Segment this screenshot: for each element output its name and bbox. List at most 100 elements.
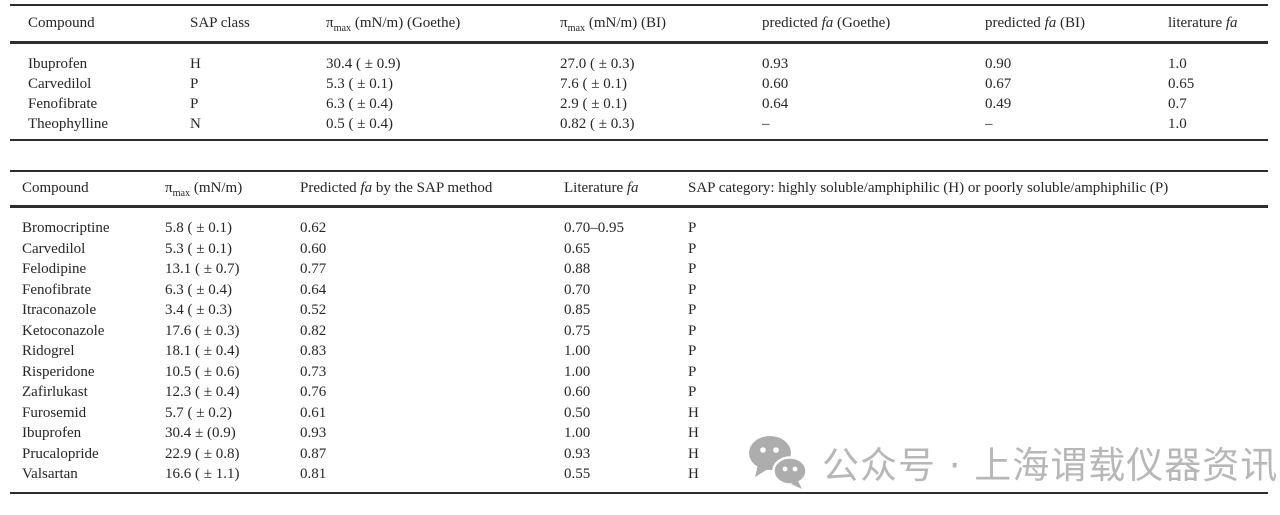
column-header: Compound (10, 6, 190, 44)
cell: 0.75 (564, 322, 591, 339)
cell: 0.87 (300, 445, 327, 462)
cell: N (190, 116, 201, 132)
cell: 7.6 ( ± 0.1) (560, 76, 627, 92)
cell: 1.00 (564, 425, 591, 441)
column-header: Predicted fa by the SAP method (300, 172, 564, 208)
cell: 10.5 ( ± 0.6) (165, 363, 240, 380)
cell: P (688, 302, 697, 318)
cell: 0.52 (300, 302, 327, 318)
cell: 1.0 (1168, 56, 1187, 72)
cell: 16.6 ( ± 1.1) (165, 466, 240, 482)
cell: 0.62 (300, 220, 327, 236)
cell: 0.81 (300, 466, 327, 482)
cell: – (762, 116, 770, 132)
cell: P (688, 363, 697, 380)
column-header: SAP category: highly soluble/amphiphilic… (688, 172, 1268, 208)
cell: 17.6 ( ± 0.3) (165, 322, 240, 339)
cell: Fenofibrate (22, 281, 92, 298)
cell: 5.8 ( ± 0.1) (165, 220, 232, 236)
sap-category-results-table: Compound πmax (mN/m) Predicted fa by the S… (10, 170, 1268, 494)
table-row: Theophylline N 0.5 ( ± 0.4) 0.82 ( ± 0.3) – –… (10, 114, 1268, 134)
cell: Carvedilol (22, 240, 86, 257)
column-header: πmax (mN/m) (Goethe) (326, 6, 560, 44)
cell: 3.4 ( ± 0.3) (165, 302, 232, 318)
cell: 0.50 (564, 404, 591, 421)
cell: 0.64 (762, 96, 789, 112)
cell: 0.93 (300, 425, 327, 441)
table-row: Fenofibrate 6.3 ( ± 0.4) 0.64 0.70 P (10, 280, 1268, 301)
cell: 0.93 (564, 445, 591, 462)
cell: 0.82 (300, 322, 327, 339)
cell: 27.0 ( ± 0.3) (560, 56, 635, 72)
cell: 5.7 ( ± 0.2) (165, 404, 232, 421)
cell: H (688, 404, 699, 421)
cell: Ibuprofen (22, 425, 82, 441)
cell: P (688, 220, 697, 236)
cell: H (688, 445, 699, 462)
cell: Ridogrel (22, 343, 75, 359)
cell: Carvedilol (28, 76, 92, 92)
cell: 0.65 (1168, 76, 1195, 92)
cell: 0.76 (300, 384, 327, 400)
cell: – (985, 116, 993, 132)
cell: P (190, 76, 199, 92)
table-row: Ibuprofen 30.4 ± (0.9) 0.93 1.00 H (10, 423, 1268, 444)
column-header: predicted fa (Goethe) (762, 6, 985, 44)
table-row: Prucalopride 22.9 ( ± 0.8) 0.87 0.93 H (10, 444, 1268, 465)
cell: P (190, 96, 199, 112)
cell: 1.00 (564, 343, 591, 359)
column-header: literature fa (1168, 6, 1268, 44)
cell: 0.90 (985, 56, 1012, 72)
column-header: predicted fa (BI) (985, 6, 1168, 44)
cell: P (688, 281, 697, 298)
header-row: Compound SAP class πmax (mN/m) (Goethe) πma… (10, 6, 1268, 44)
cell: 22.9 ( ± 0.8) (165, 445, 240, 462)
table-row: Bromocriptine 5.8 ( ± 0.1) 0.62 0.70–0.95 P (10, 207, 1268, 239)
cell: Ketoconazole (22, 322, 105, 339)
cell: 0.60 (300, 240, 327, 257)
cell: 0.67 (985, 76, 1012, 92)
cell: H (688, 425, 699, 441)
cell: P (688, 343, 697, 359)
cell: 0.7 (1168, 96, 1187, 112)
cell: 0.60 (762, 76, 789, 92)
cell: 18.1 ( ± 0.4) (165, 343, 240, 359)
table-row: Valsartan 16.6 ( ± 1.1) 0.81 0.55 H (10, 464, 1268, 485)
cell: P (688, 240, 697, 257)
cell: 0.83 (300, 343, 327, 359)
cell: 5.3 ( ± 0.1) (326, 76, 393, 92)
cell: 0.70–0.95 (564, 220, 624, 236)
table-row: Ibuprofen H 30.4 ( ± 0.9) 27.0 ( ± 0.3) 0.93… (10, 43, 1268, 75)
cell: Itraconazole (22, 302, 97, 318)
cell: Theophylline (28, 116, 108, 132)
cell: 2.9 ( ± 0.1) (560, 96, 627, 112)
cell: P (688, 384, 697, 400)
column-header: Literature fa (564, 172, 688, 208)
cell: 0.49 (985, 96, 1012, 112)
cell: 30.4 ± (0.9) (165, 425, 236, 441)
cell: 5.3 ( ± 0.1) (165, 240, 232, 257)
cell: 0.77 (300, 261, 327, 277)
cell: 0.93 (762, 56, 789, 72)
cell: Ibuprofen (28, 56, 88, 72)
table-row: Risperidone 10.5 ( ± 0.6) 0.73 1.00 P (10, 362, 1268, 383)
cell: Zafirlukast (22, 384, 88, 400)
cell: Prucalopride (22, 445, 99, 462)
header-row: Compound πmax (mN/m) Predicted fa by the S… (10, 172, 1268, 208)
table-row: Fenofibrate P 6.3 ( ± 0.4) 2.9 ( ± 0.1) 0.64… (10, 94, 1268, 114)
cell: 0.60 (564, 384, 591, 400)
cell: Furosemid (22, 404, 87, 421)
table-row: Ridogrel 18.1 ( ± 0.4) 0.83 1.00 P (10, 341, 1268, 362)
cell: Fenofibrate (28, 96, 98, 112)
cell: 1.00 (564, 363, 591, 380)
cell: 0.88 (564, 261, 591, 277)
cell: 0.85 (564, 302, 591, 318)
cell: 0.73 (300, 363, 327, 380)
table-row: Ketoconazole 17.6 ( ± 0.3) 0.82 0.75 P (10, 321, 1268, 342)
sap-class-prediction-table: Compound SAP class πmax (mN/m) (Goethe) πma… (10, 4, 1268, 141)
table-row: Itraconazole 3.4 ( ± 0.3) 0.52 0.85 P (10, 300, 1268, 321)
table-row: Felodipine 13.1 ( ± 0.7) 0.77 0.88 P (10, 259, 1268, 280)
cell: P (688, 322, 697, 339)
cell: Valsartan (22, 466, 78, 482)
column-header: SAP class (190, 6, 326, 44)
